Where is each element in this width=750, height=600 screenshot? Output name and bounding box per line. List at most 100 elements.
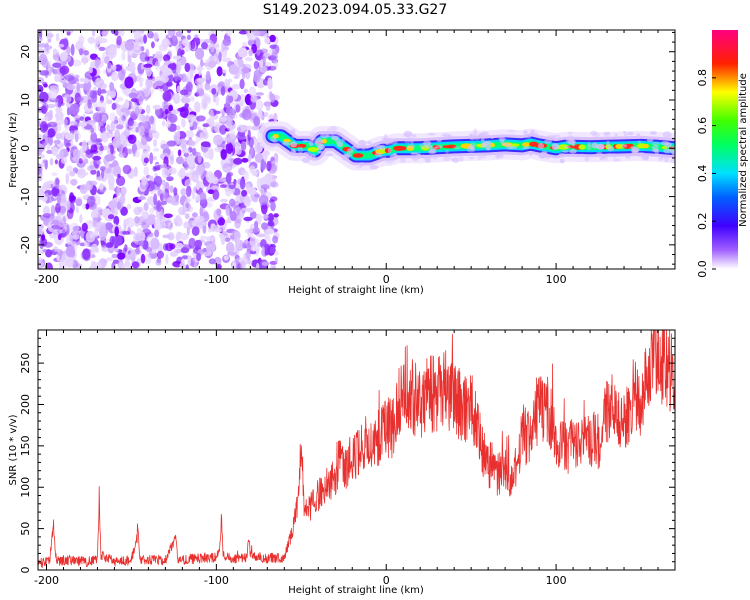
heatmap-halo-blob: [282, 141, 289, 145]
heatmap-halo-blob: [569, 149, 577, 154]
heatmap-noise-blob: [139, 80, 143, 88]
heatmap-noise-blob: [244, 56, 253, 62]
heatmap-noise-blob: [260, 188, 265, 197]
heatmap-noise-blob: [99, 145, 104, 152]
heatmap-noise-blob: [66, 31, 71, 36]
heatmap-noise-blob: [111, 253, 118, 259]
heatmap-halo-blob: [466, 147, 476, 153]
heatmap-noise-blob: [169, 155, 174, 165]
heatmap-noise-blob: [78, 158, 83, 164]
heatmap-noise-blob: [229, 198, 236, 207]
heatmap-noise-blob: [109, 112, 116, 122]
heatmap-noise-blob: [115, 124, 124, 130]
heatmap-halo-blob: [603, 132, 611, 135]
heatmap-noise-blob: [180, 188, 187, 196]
heatmap-noise-blob: [247, 154, 252, 164]
heatmap-noise-blob: [218, 51, 222, 62]
heatmap-noise-blob: [124, 40, 135, 51]
heatmap-noise-blob: [101, 113, 108, 124]
heatmap-noise-blob: [172, 260, 182, 268]
heatmap-noise-blob: [160, 163, 168, 172]
heatmap-noise-blob: [61, 193, 67, 203]
heatmap-noise-blob: [246, 260, 253, 265]
heatmap-noise-blob: [76, 82, 81, 92]
heatmap-noise-blob: [239, 178, 246, 190]
heatmap-halo-blob: [637, 140, 641, 144]
heatmap-noise-blob: [47, 128, 56, 138]
heatmap-noise-blob: [220, 109, 225, 114]
heatmap-noise-blob: [65, 233, 73, 246]
heatmap-halo-blob: [508, 146, 517, 150]
heatmap-halo-blob: [379, 144, 386, 151]
heatmap-noise-blob: [192, 121, 198, 130]
heatmap-halo-blob: [468, 156, 475, 160]
heatmap-noise-blob: [265, 61, 272, 68]
heatmap-halo-blob: [506, 129, 515, 133]
heatmap-noise-blob: [79, 116, 85, 121]
heatmap-noise-blob: [195, 47, 205, 60]
heatmap-noise-blob: [55, 33, 60, 42]
heatmap-noise-blob: [229, 107, 236, 120]
heatmap-noise-blob: [69, 103, 80, 115]
heatmap-noise-blob: [225, 172, 232, 184]
heatmap-noise-blob: [168, 167, 177, 175]
heatmap-noise-blob: [120, 206, 128, 216]
heatmap-noise-blob: [55, 202, 61, 214]
heatmap-noise-blob: [65, 245, 75, 258]
heatmap-noise-blob: [177, 73, 184, 81]
heatmap-halo-blob: [289, 131, 294, 135]
heatmap-noise-blob: [123, 128, 131, 138]
heatmap-ridge-hotspot: [321, 138, 327, 144]
heatmap-halo-blob: [337, 134, 342, 138]
heatmap-noise-blob: [101, 30, 108, 37]
heatmap-noise-blob: [145, 67, 152, 77]
heatmap-noise-blob: [219, 184, 228, 189]
heatmap-noise-blob: [238, 30, 248, 35]
spectrogram-y-ticks: -20 -10 0 10 20: [19, 31, 675, 265]
heatmap-noise-blob: [228, 247, 238, 257]
heatmap-halo-blob: [660, 141, 670, 146]
heatmap-noise-blob: [175, 30, 183, 38]
heatmap-halo-blob: [614, 133, 618, 138]
heatmap-halo-blob: [314, 140, 324, 147]
heatmap-noise-blob: [100, 38, 108, 44]
heatmap-noise-blob: [197, 153, 202, 164]
heatmap-noise-blob: [106, 89, 115, 97]
heatmap-halo-blob: [422, 156, 426, 160]
heatmap-halo-blob: [436, 138, 442, 142]
heatmap-noise-blob: [233, 157, 243, 165]
heatmap-noise-blob: [83, 81, 92, 91]
heatmap-noise-blob: [249, 236, 257, 248]
heatmap-noise-blob: [124, 99, 130, 110]
heatmap-noise-blob: [273, 213, 279, 218]
heatmap-noise-blob: [156, 200, 162, 212]
heatmap-noise-blob: [243, 216, 253, 222]
heatmap-noise-blob: [202, 223, 207, 234]
heatmap-noise-blob: [145, 216, 156, 226]
heatmap-noise-blob: [248, 48, 254, 57]
heatmap-noise-blob: [122, 136, 128, 147]
heatmap-noise-blob: [76, 96, 84, 102]
heatmap-noise-blob: [143, 157, 149, 164]
heatmap-halo-blob: [537, 142, 545, 150]
heatmap-noise-blob: [154, 229, 160, 238]
heatmap-noise-blob: [76, 160, 86, 168]
heatmap-noise-blob: [269, 44, 277, 49]
heatmap-noise-blob: [202, 123, 210, 128]
heatmap-noise-blob: [169, 185, 174, 194]
heatmap-noise-blob: [245, 125, 253, 131]
heatmap-noise-blob: [241, 108, 252, 121]
heatmap-noise-blob: [196, 126, 201, 131]
heatmap-halo-blob: [341, 154, 350, 161]
heatmap-halo-blob: [302, 139, 309, 143]
heatmap-noise-blob: [171, 62, 177, 74]
heatmap-halo-blob: [497, 154, 504, 159]
heatmap-ridge-hotspot: [297, 143, 307, 148]
heatmap-halo-blob: [301, 157, 310, 163]
heatmap-noise-blob: [56, 255, 60, 262]
heatmap-noise-blob: [78, 121, 88, 127]
heatmap-halo-blob: [551, 143, 560, 150]
snr-x-label: Height of straight line (km): [288, 585, 424, 596]
heatmap-halo-blob: [623, 131, 627, 134]
heatmap-noise-blob: [184, 213, 190, 220]
